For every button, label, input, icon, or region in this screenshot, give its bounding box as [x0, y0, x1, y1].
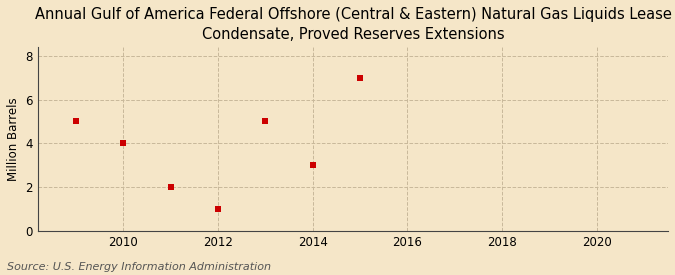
- Point: [213, 207, 223, 211]
- Point: [307, 163, 318, 167]
- Point: [165, 185, 176, 189]
- Point: [354, 76, 365, 80]
- Y-axis label: Million Barrels: Million Barrels: [7, 97, 20, 181]
- Point: [260, 119, 271, 124]
- Point: [70, 119, 81, 124]
- Point: [117, 141, 128, 145]
- Text: Source: U.S. Energy Information Administration: Source: U.S. Energy Information Administ…: [7, 262, 271, 272]
- Title: Annual Gulf of America Federal Offshore (Central & Eastern) Natural Gas Liquids : Annual Gulf of America Federal Offshore …: [34, 7, 672, 42]
